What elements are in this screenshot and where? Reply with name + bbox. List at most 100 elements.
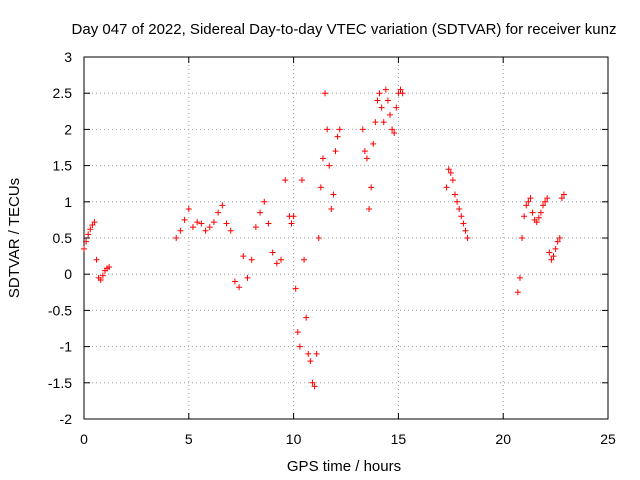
data-point bbox=[215, 209, 222, 216]
data-point bbox=[231, 278, 238, 285]
data-point bbox=[227, 227, 234, 234]
data-point bbox=[301, 256, 308, 263]
data-point bbox=[278, 256, 285, 263]
data-point bbox=[273, 260, 280, 267]
data-point bbox=[81, 245, 87, 252]
data-point bbox=[236, 284, 243, 291]
series-segment-5 bbox=[443, 166, 471, 241]
data-point bbox=[519, 235, 526, 241]
data-point bbox=[546, 249, 553, 256]
data-point bbox=[533, 219, 540, 226]
data-point bbox=[269, 249, 276, 256]
data-point bbox=[223, 220, 230, 227]
data-point bbox=[319, 155, 326, 162]
data-point bbox=[97, 276, 104, 283]
data-point bbox=[219, 202, 226, 209]
data-point bbox=[535, 214, 542, 221]
data-point bbox=[556, 235, 563, 241]
y-tick-label: 3 bbox=[64, 49, 72, 65]
data-point bbox=[210, 219, 217, 226]
data-point bbox=[399, 90, 406, 97]
data-point bbox=[202, 227, 209, 234]
data-point bbox=[91, 219, 98, 226]
data-point bbox=[456, 206, 463, 213]
y-tick-label: -2 bbox=[60, 411, 73, 427]
data-point bbox=[85, 231, 92, 238]
data-point bbox=[361, 148, 368, 155]
data-point bbox=[529, 209, 536, 216]
y-axis-label: SDTVAR / TECUs bbox=[6, 178, 23, 298]
y-tick-label: -0.5 bbox=[48, 302, 72, 318]
data-point bbox=[387, 111, 394, 118]
data-point bbox=[368, 184, 375, 191]
data-point bbox=[525, 198, 532, 205]
data-point bbox=[244, 274, 251, 281]
y-tick-label: 1.5 bbox=[53, 158, 73, 174]
axis-ticks bbox=[83, 56, 609, 420]
data-point bbox=[391, 130, 398, 137]
plot-frame bbox=[83, 56, 609, 420]
chart-title: Day 047 of 2022, Sidereal Day-to-day VTE… bbox=[72, 21, 617, 38]
data-point bbox=[292, 285, 299, 292]
data-point bbox=[294, 329, 301, 336]
data-point bbox=[252, 224, 259, 231]
x-tick-label: 5 bbox=[185, 431, 193, 447]
data-point bbox=[537, 209, 544, 216]
data-point bbox=[359, 126, 366, 133]
data-point bbox=[173, 235, 180, 241]
data-point bbox=[334, 133, 341, 140]
data-point bbox=[282, 177, 289, 184]
data-point bbox=[370, 140, 377, 147]
data-point bbox=[548, 256, 555, 263]
data-point bbox=[305, 350, 312, 357]
grid-lines bbox=[84, 57, 608, 419]
data-point bbox=[554, 238, 561, 245]
data-point bbox=[189, 224, 196, 231]
data-points bbox=[81, 86, 567, 390]
data-point bbox=[454, 198, 461, 205]
data-point bbox=[303, 314, 310, 321]
data-point bbox=[206, 224, 213, 231]
data-point bbox=[447, 169, 454, 176]
data-point bbox=[462, 227, 469, 234]
data-point bbox=[198, 220, 205, 227]
data-point bbox=[378, 104, 385, 111]
data-point bbox=[185, 206, 192, 213]
data-point bbox=[330, 191, 337, 198]
series-segment-3 bbox=[288, 90, 343, 390]
data-point bbox=[552, 245, 559, 252]
x-tick-label: 25 bbox=[600, 431, 616, 447]
data-point bbox=[443, 184, 450, 191]
series-segment-4 bbox=[359, 86, 406, 213]
data-point bbox=[366, 206, 373, 213]
tick-labels: 0 5 10 15 20 25 -2 -1.5 -1 -0.5 0 0.5 1 1.5 2 2.5 3 bbox=[48, 49, 616, 447]
data-point bbox=[332, 148, 339, 155]
data-point bbox=[326, 162, 333, 169]
data-point bbox=[93, 256, 100, 263]
data-point bbox=[106, 263, 113, 270]
data-point bbox=[397, 86, 404, 93]
series-segment-2 bbox=[173, 177, 293, 291]
data-point bbox=[290, 213, 297, 220]
y-tick-label: -1 bbox=[60, 339, 73, 355]
data-point bbox=[544, 195, 551, 202]
data-point bbox=[376, 90, 383, 97]
series-segment-1 bbox=[81, 219, 113, 283]
data-point bbox=[328, 206, 335, 213]
y-tick-label: 1 bbox=[64, 194, 72, 210]
data-point bbox=[521, 213, 528, 220]
data-point bbox=[315, 235, 322, 241]
data-point bbox=[464, 235, 471, 241]
data-point bbox=[445, 166, 452, 173]
data-point bbox=[322, 90, 329, 97]
data-point bbox=[240, 253, 247, 260]
x-tick-label: 20 bbox=[495, 431, 511, 447]
y-tick-label: 2 bbox=[64, 121, 72, 137]
data-point bbox=[389, 126, 396, 133]
data-point bbox=[384, 97, 391, 104]
data-point bbox=[324, 126, 331, 133]
data-point bbox=[265, 220, 272, 227]
data-point bbox=[194, 219, 201, 226]
data-point bbox=[317, 184, 324, 191]
x-tick-label: 0 bbox=[80, 431, 88, 447]
